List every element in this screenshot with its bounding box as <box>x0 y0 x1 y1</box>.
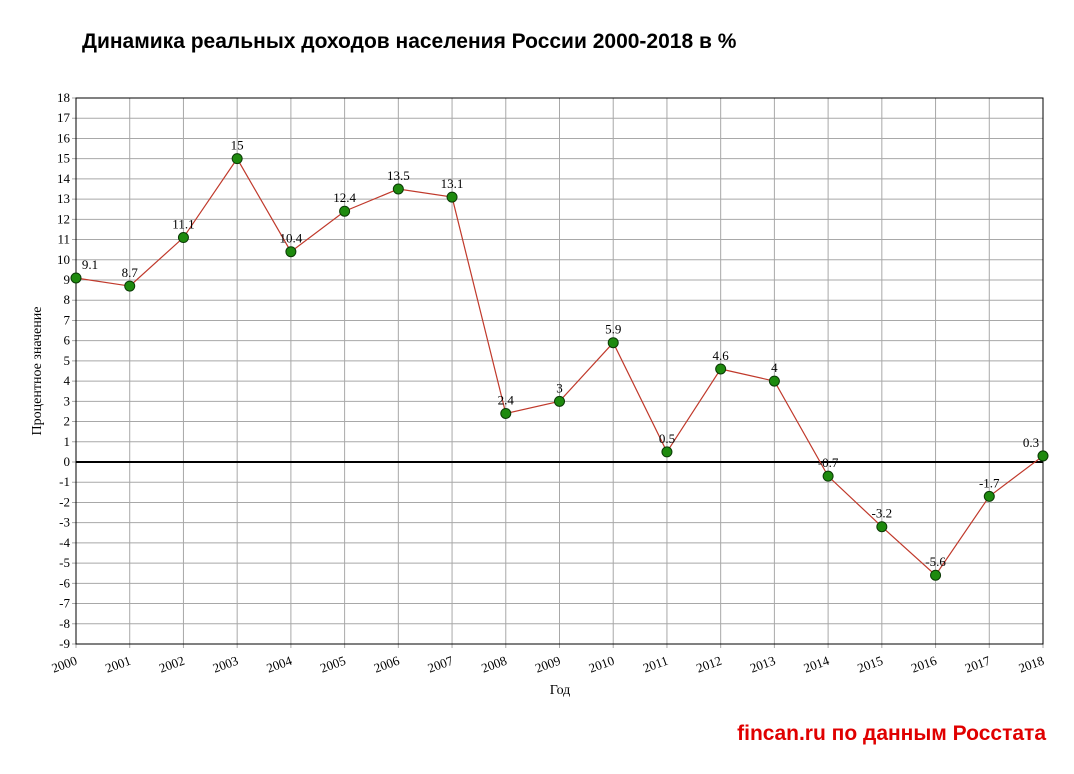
y-axis-label: Процентное значение <box>30 307 45 436</box>
x-tick-label: 2005 <box>318 653 348 676</box>
x-tick-label: 2001 <box>103 653 133 676</box>
data-point <box>177 232 189 244</box>
data-label: 4 <box>771 360 778 375</box>
y-tick-label: -1 <box>59 474 70 489</box>
y-tick-label: -9 <box>59 636 70 651</box>
data-point <box>607 337 619 349</box>
source-credit: fincan.ru по данным Росстата <box>737 722 1046 746</box>
x-tick-label: 2011 <box>641 653 670 676</box>
data-label: 2.4 <box>498 392 515 407</box>
data-label: -5.6 <box>925 554 946 569</box>
y-tick-label: 17 <box>57 110 71 125</box>
data-point <box>500 407 512 419</box>
x-tick-label: 2013 <box>748 653 778 676</box>
plot-frame <box>75 97 1044 645</box>
y-tick-label: -7 <box>59 596 70 611</box>
data-point <box>930 569 942 581</box>
y-tick-label: -8 <box>59 616 70 631</box>
y-tick-label: 16 <box>57 130 71 145</box>
chart-title: Динамика реальных доходов населения Росс… <box>82 30 737 53</box>
data-label: -0.7 <box>818 455 839 470</box>
data-label: -3.2 <box>872 506 893 521</box>
x-tick-label: 2009 <box>533 653 563 676</box>
y-tick-label: 0 <box>64 454 71 469</box>
y-tick-label: -2 <box>59 494 70 509</box>
y-tick-label: 5 <box>64 353 71 368</box>
x-tick-label: 2018 <box>1016 653 1046 676</box>
data-label: 13.1 <box>441 176 464 191</box>
x-tick-label: 2003 <box>211 653 241 676</box>
credit-text: по данным Росстата <box>825 722 1046 745</box>
data-labels: 9.1 8.7 11.1 15 10.4 12.4 13.5 13.1 2.4 3 5.9 0.5 4.… <box>82 138 1039 570</box>
data-point <box>768 375 780 387</box>
y-tick-label: -6 <box>59 575 70 590</box>
data-label: 5.9 <box>605 322 621 337</box>
y-tick-label: 10 <box>57 252 70 267</box>
data-label: 0.5 <box>659 431 675 446</box>
y-tick-label: 6 <box>64 333 71 348</box>
y-tick-label: 15 <box>57 151 70 166</box>
data-point <box>285 246 297 258</box>
x-tick-label: 2007 <box>426 653 456 676</box>
data-point <box>231 153 243 165</box>
grid <box>72 97 1044 648</box>
data-point <box>1037 450 1049 462</box>
x-tick-label: 2010 <box>587 653 617 676</box>
data-point <box>876 521 888 533</box>
data-label: 4.6 <box>713 348 730 363</box>
y-tick-label: 12 <box>57 211 70 226</box>
x-tick-label: 2015 <box>855 653 885 676</box>
y-tick-label: -5 <box>59 555 70 570</box>
data-label: 15 <box>231 138 244 153</box>
x-tick-label: 2017 <box>963 653 993 676</box>
data-point <box>446 191 458 203</box>
data-point <box>554 395 565 407</box>
series <box>70 153 1049 581</box>
data-label: 13.5 <box>387 168 410 183</box>
data-point <box>70 272 82 284</box>
x-tick-label: 2006 <box>372 653 402 676</box>
y-tick-label: 8 <box>64 292 71 307</box>
credit-site: fincan.ru <box>737 722 826 745</box>
y-tick-label: 11 <box>57 232 70 247</box>
x-tick-label: 2012 <box>694 653 724 676</box>
y-tick-label: 1 <box>64 434 71 449</box>
x-tick-label: 2004 <box>264 653 294 676</box>
data-point <box>715 363 727 375</box>
data-label: -1.7 <box>979 475 1000 490</box>
y-tick-label: 18 <box>57 90 70 105</box>
data-point <box>339 205 351 217</box>
data-point <box>661 446 673 458</box>
x-tick-label: 2008 <box>479 653 509 676</box>
x-tick-label: 2014 <box>802 653 832 676</box>
y-tick-label: -3 <box>59 515 70 530</box>
x-tick-label: 2000 <box>49 653 79 676</box>
y-tick-label: 14 <box>57 171 71 186</box>
data-label: 9.1 <box>82 257 98 272</box>
y-tick-label: 9 <box>64 272 71 287</box>
y-tick-label: 3 <box>64 393 71 408</box>
x-tick-labels: 2000 2001 2002 2003 2004 2005 2006 2007 2008 2009… <box>49 653 1046 676</box>
x-tick-label: 2016 <box>909 653 939 676</box>
data-label: 11.1 <box>172 217 194 232</box>
data-label: 12.4 <box>333 190 356 205</box>
x-axis-label: Год <box>550 683 571 698</box>
y-tick-label: 7 <box>64 312 71 327</box>
y-tick-label: 2 <box>64 414 71 429</box>
data-point <box>392 183 404 195</box>
data-point <box>822 470 834 482</box>
x-tick-label: 2002 <box>157 653 187 676</box>
data-label: 3 <box>556 380 563 395</box>
data-label: 0.3 <box>1023 435 1039 450</box>
data-point <box>983 490 995 502</box>
y-tick-label: -4 <box>59 535 70 550</box>
data-label: 10.4 <box>280 231 303 246</box>
y-tick-labels: 1817161514131211109876543210-1-2-3-4-5-6… <box>57 90 71 651</box>
data-label: 8.7 <box>122 265 139 280</box>
y-tick-label: 4 <box>64 373 71 388</box>
y-tick-label: 13 <box>57 191 70 206</box>
data-point <box>124 280 136 292</box>
